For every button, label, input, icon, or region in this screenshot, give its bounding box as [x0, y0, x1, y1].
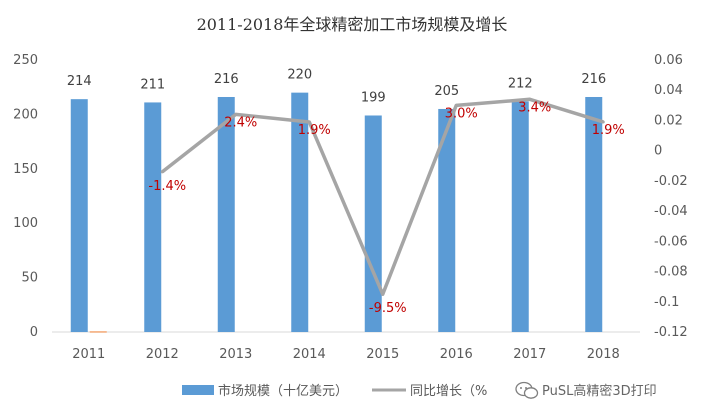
bar [364, 115, 382, 332]
bar-value-label: 205 [434, 84, 459, 99]
legend-label-bar: 市场规模（十亿美元） [218, 383, 348, 399]
bar-value-label: 212 [508, 76, 533, 91]
bar-series [70, 92, 603, 333]
line-point [160, 170, 164, 174]
chart-title: 2011-2018年全球精密加工市场规模及增长 [197, 15, 508, 34]
watermark-text: PuSL高精密3D打印 [542, 383, 657, 399]
y-left-tick-label: 100 [13, 216, 38, 231]
y-right-tick-label: -0.08 [654, 265, 688, 280]
bar-value-label: 214 [67, 74, 92, 89]
x-tick-label: 2016 [440, 347, 473, 362]
y-right-tick-label: 0 [654, 144, 662, 159]
line-value-label: -1.4% [148, 179, 186, 194]
x-tick-label: 2014 [293, 347, 326, 362]
line-series [160, 97, 605, 296]
wechat-icon [515, 381, 539, 399]
x-tick-label: 2017 [513, 347, 546, 362]
legend-label-line: 同比增长（% [410, 384, 487, 399]
line-point [234, 112, 238, 116]
x-tick-label: 2013 [219, 347, 252, 362]
right-axis: -0.12 -0.1 -0.08 -0.06 -0.04 -0.02 0 0.02 0.04 0.… [654, 53, 688, 340]
y-left-tick-label: 150 [13, 162, 38, 177]
y-right-tick-label: -0.04 [654, 204, 688, 219]
bar [70, 99, 88, 332]
y-right-tick-label: -0.1 [654, 295, 679, 310]
legend-swatch-bar [182, 385, 214, 395]
y-right-tick-label: 0.04 [654, 83, 683, 98]
bar-value-label: 220 [287, 68, 312, 83]
x-axis: 2011 2012 2013 2014 2015 2016 2017 2018 [52, 331, 640, 362]
bar-value-label: 216 [581, 72, 606, 87]
line-value-label: 3.0% [445, 106, 478, 121]
line-point [528, 97, 532, 101]
bar [144, 102, 162, 332]
watermark: PuSL高精密3D打印 [500, 372, 705, 416]
bar [585, 96, 603, 332]
legend: 市场规模（十亿美元） 同比增长（% [182, 383, 487, 399]
line-value-label: 1.9% [298, 123, 331, 138]
y-left-tick-label: 250 [13, 53, 38, 68]
bar-value-label: 199 [361, 90, 386, 105]
data-labels: 214 211 216 220 199 205 212 216 -1.4% 2.4% 1.9% -9.… [67, 68, 625, 317]
x-tick-label: 2012 [146, 347, 179, 362]
bar [511, 101, 529, 333]
line-point [601, 120, 605, 124]
bar [438, 108, 456, 333]
y-right-tick-label: -0.02 [654, 174, 688, 189]
y-left-tick-label: 200 [13, 107, 38, 122]
y-left-tick-label: 50 [21, 271, 38, 286]
line-point [307, 120, 311, 124]
line-value-label: 2.4% [224, 115, 257, 130]
line-value-label: -9.5% [369, 301, 407, 316]
left-axis: 0 50 100 150 200 250 [13, 53, 38, 340]
x-tick-label: 2015 [366, 347, 399, 362]
x-tick-label: 2011 [72, 347, 105, 362]
line-point [381, 292, 385, 296]
y-left-tick-label: 0 [30, 325, 38, 340]
bar-value-label: 216 [214, 72, 239, 87]
line-value-label: 1.9% [592, 123, 625, 138]
bar [291, 92, 309, 332]
x-tick-label: 2018 [587, 347, 620, 362]
line-value-label: 3.4% [518, 100, 551, 115]
bar-small [89, 331, 107, 333]
y-right-tick-label: 0.02 [654, 113, 683, 128]
line-point [454, 103, 458, 107]
y-right-tick-label: -0.06 [654, 234, 688, 249]
bar [217, 96, 235, 332]
y-right-tick-label: -0.12 [654, 325, 688, 340]
bar-value-label: 211 [140, 77, 165, 92]
y-right-tick-label: 0.06 [654, 53, 683, 68]
